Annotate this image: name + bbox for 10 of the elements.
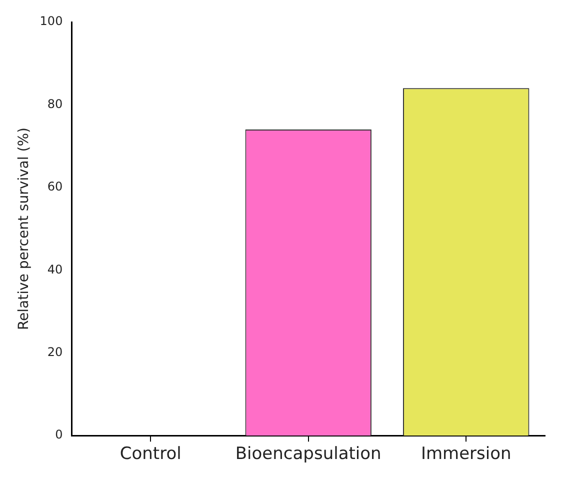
- x-tick-label: Control: [120, 444, 182, 464]
- y-tick-label: 0: [55, 428, 63, 442]
- y-axis-title: Relative percent survival (%): [16, 128, 32, 330]
- x-tick-label: Immersion: [420, 444, 512, 464]
- y-tick-label: 100: [40, 14, 63, 28]
- y-tick-label: 60: [47, 180, 63, 194]
- y-tick-label: 40: [47, 262, 63, 276]
- y-tick-label: 80: [47, 96, 63, 111]
- x-tick-label: Bioencapsulation: [235, 444, 382, 464]
- y-tick-label: 20: [47, 345, 63, 360]
